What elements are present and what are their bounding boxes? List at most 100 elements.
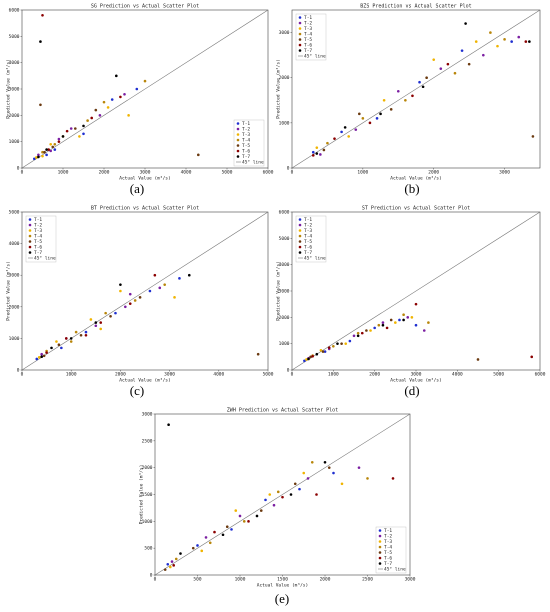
legend-label: T-1 (304, 217, 312, 223)
legend-label: T-1 (242, 121, 250, 127)
point (398, 318, 401, 322)
point (179, 552, 182, 555)
point (166, 562, 170, 566)
point (197, 153, 200, 157)
point (336, 342, 339, 345)
point (460, 49, 464, 52)
point (47, 148, 50, 151)
point (382, 98, 386, 102)
point (315, 352, 319, 356)
legend-label: T-6 (384, 556, 392, 562)
x-tick-label: 0 (21, 170, 24, 176)
y-tick-label: 2000 (9, 113, 20, 119)
legend-label: T-7 (304, 48, 312, 54)
point (187, 273, 191, 277)
legend-marker (28, 251, 32, 254)
point (94, 321, 98, 324)
point (172, 564, 175, 567)
point (45, 148, 48, 151)
legend-label: T-5 (242, 143, 250, 149)
point (389, 108, 393, 111)
y-tick-label: 0 (287, 166, 290, 172)
legend-marker (236, 149, 240, 153)
legend-marker (298, 43, 302, 47)
legend-marker (236, 122, 240, 125)
point (40, 352, 43, 356)
point (82, 124, 85, 128)
point (327, 346, 331, 349)
panel-label: (c) (130, 383, 144, 398)
point (402, 313, 405, 317)
point (327, 466, 331, 469)
point (127, 114, 130, 117)
point (373, 326, 376, 330)
point (255, 514, 259, 518)
point (340, 482, 344, 486)
legend-marker (378, 551, 382, 554)
legend-label: 45° line (304, 54, 326, 60)
x-tick-label: 4000 (452, 372, 463, 378)
point (89, 318, 93, 321)
x-tick-label: 6000 (263, 170, 274, 176)
y-axis-label: Predicted Value (m³/s) (6, 59, 12, 119)
point (35, 357, 39, 361)
legend-marker (298, 223, 302, 227)
y-axis-label: Predicted Value (m³/s) (276, 59, 282, 119)
panel-label: (d) (404, 383, 419, 398)
point (404, 98, 407, 102)
point (311, 154, 315, 157)
point (61, 135, 65, 138)
point (391, 477, 395, 480)
x-axis-label: Actual Value (m³/s) (390, 378, 441, 384)
x-tick-label: 1000 (58, 170, 69, 176)
point (332, 471, 335, 475)
legend-box (233, 119, 265, 167)
point (344, 342, 348, 345)
point (305, 358, 308, 361)
point (40, 355, 43, 359)
legend-marker (378, 545, 382, 549)
legend-marker (236, 127, 240, 131)
point (53, 148, 57, 151)
point (55, 340, 58, 343)
point (256, 352, 260, 356)
x-tick-label: 2000 (115, 372, 126, 378)
point (174, 557, 178, 561)
y-axis-label: Predicted Value (m³/s) (276, 261, 282, 321)
reference-line (21, 211, 269, 371)
point (128, 292, 132, 296)
point (50, 346, 53, 350)
legend-marker (298, 251, 302, 254)
point (99, 321, 103, 324)
point (425, 76, 428, 80)
legend-label: T-2 (304, 21, 312, 27)
legend-label: 45° line (242, 160, 264, 166)
legend-label: T-2 (304, 223, 312, 229)
point (356, 331, 360, 335)
legend-label: T-4 (304, 234, 312, 240)
point (84, 330, 88, 334)
legend-label: T-1 (384, 528, 392, 534)
x-tick-label: 2000 (99, 170, 110, 176)
x-axis-label: Actual Value (m³/s) (119, 378, 170, 384)
legend-label: T-5 (304, 37, 312, 43)
point (128, 302, 132, 305)
point (464, 22, 467, 25)
legend-box (295, 13, 327, 61)
point (41, 150, 44, 154)
point (531, 135, 535, 138)
x-tick-label: 4000 (213, 372, 224, 378)
point (109, 314, 112, 318)
legend-marker (28, 234, 32, 238)
point (78, 135, 81, 138)
y-tick-label: 2000 (279, 75, 290, 81)
x-tick-label: 1000 (235, 577, 246, 583)
y-tick-label: 4000 (9, 60, 20, 66)
point (53, 143, 57, 146)
point (213, 530, 216, 534)
point (446, 62, 450, 66)
legend-marker (298, 32, 302, 36)
x-tick-label: 5000 (263, 372, 274, 378)
y-tick-label: 5000 (279, 236, 290, 242)
point (427, 321, 430, 324)
